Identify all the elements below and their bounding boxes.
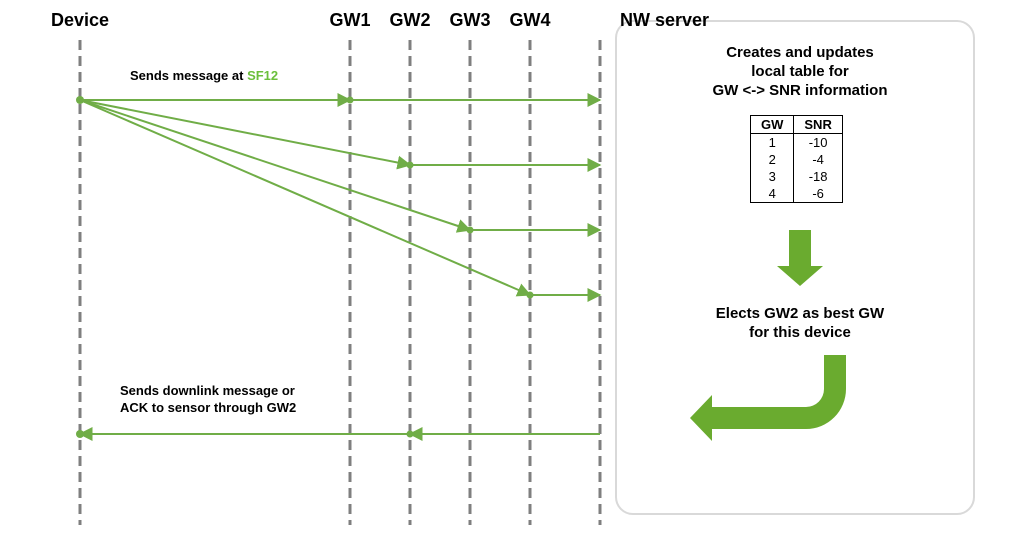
uplink-label: Sends message at SF12 [130, 68, 278, 83]
snr-cell: 3 [751, 168, 794, 185]
device-dot [76, 430, 84, 438]
header-gw3: GW3 [450, 10, 491, 31]
server-caption-l1: Creates and updates [726, 44, 874, 61]
downlink-label: Sends downlink message or [120, 383, 295, 398]
elects-l1: Elects GW2 as best GW [716, 305, 884, 322]
lifelines [80, 40, 600, 525]
gw-hit-dot [407, 162, 414, 169]
snr-table: GWSNR 1-102-43-184-6 [750, 115, 843, 203]
snr-cell: -18 [794, 168, 842, 185]
downlink-label-2: ACK to sensor through GW2 [120, 400, 296, 415]
server-caption-l3: GW <-> SNR information [712, 82, 887, 99]
snr-col: GW [751, 116, 794, 134]
snr-cell: -10 [794, 134, 842, 152]
server-caption-l2: local table for [751, 63, 849, 80]
gw-hit-dot [347, 97, 354, 104]
gw-hit-dot [527, 292, 534, 299]
header-nwserver: NW server [620, 10, 709, 31]
uplink-to-gw [80, 100, 530, 295]
header-gw2: GW2 [390, 10, 431, 31]
snr-row: 4-6 [751, 185, 843, 203]
snr-cell: -6 [794, 185, 842, 203]
svg-labels: Sends message at SF12 Sends downlink mess… [120, 68, 296, 415]
snr-cell: -4 [794, 151, 842, 168]
uplink-arrows [76, 96, 600, 299]
snr-cell: 4 [751, 185, 794, 203]
snr-row: 2-4 [751, 151, 843, 168]
snr-col: SNR [794, 116, 842, 134]
header-device: Device [51, 10, 109, 31]
header-gw1: GW1 [330, 10, 371, 31]
gw-hit-dot [467, 227, 474, 234]
snr-row: 3-18 [751, 168, 843, 185]
snr-row: 1-10 [751, 134, 843, 152]
snr-cell: 1 [751, 134, 794, 152]
elects-l2: for this device [749, 324, 851, 341]
gw-hit-dot [407, 431, 414, 438]
downlink-arrows [76, 430, 600, 438]
elects-caption: Elects GW2 as best GW for this device [690, 305, 910, 343]
header-gw4: GW4 [510, 10, 551, 31]
origin-dot [76, 96, 84, 104]
server-caption: Creates and updates local table for GW <… [690, 44, 910, 100]
uplink-to-gw [80, 100, 410, 165]
uplink-to-gw [80, 100, 470, 230]
snr-cell: 2 [751, 151, 794, 168]
